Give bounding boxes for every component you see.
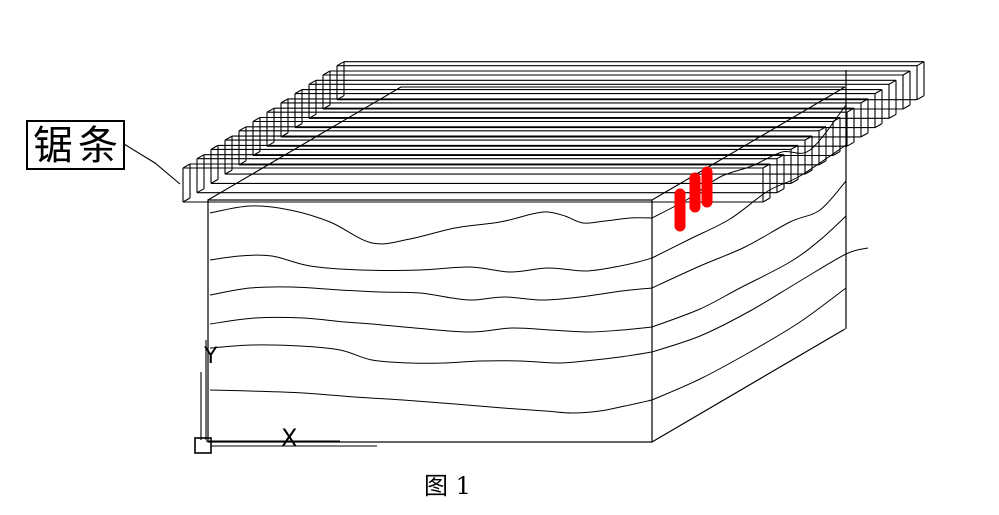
blade-left-cap-top <box>322 70 331 76</box>
stratum-front-line <box>209 286 653 301</box>
saw-blade-label: 锯条 <box>33 123 118 169</box>
saw-blade <box>238 126 827 166</box>
blade-right-cap-top <box>832 117 841 122</box>
blade-right-cap-bottom <box>790 178 799 184</box>
saw-blade-array <box>182 61 925 203</box>
blade-right-cap-bottom <box>874 123 883 129</box>
blade-right-cap-bottom <box>832 151 841 156</box>
blade-left-cap-top <box>224 135 233 141</box>
label-callout: 锯条 <box>26 120 181 185</box>
block-top-left-edge <box>207 86 402 201</box>
blade-right-cap-bottom <box>916 95 925 101</box>
blade-left-cap-top <box>266 107 275 113</box>
stratum-front-line <box>209 344 653 364</box>
saw-blade <box>308 79 897 119</box>
blade-right-cap-top <box>846 107 855 113</box>
saw-blade <box>280 98 869 138</box>
block-top-right-edge <box>651 86 846 201</box>
stratum-side-line <box>651 215 847 328</box>
ucs-origin-box <box>194 437 212 454</box>
blade-right-cap-bottom <box>762 197 771 203</box>
blade-left-cap-top <box>252 117 261 122</box>
blade-right-cap-bottom <box>804 169 813 175</box>
blade-left-cap-top <box>280 98 289 104</box>
x-axis-label: X <box>281 424 297 452</box>
strata-lines <box>209 104 869 414</box>
blade-left-cap-bottom <box>210 178 219 184</box>
blade-left-cap-bottom <box>182 197 191 203</box>
stratum-side-line <box>651 287 847 401</box>
blade-right-cap-bottom <box>818 160 827 166</box>
blade-right-cap-bottom <box>846 141 855 147</box>
blade-right-cap-top <box>818 126 827 132</box>
stratum-front-line <box>209 254 653 273</box>
figure-caption: 图 1 <box>424 472 471 500</box>
blade-left-cap-top <box>308 79 317 85</box>
blade-left-cap-top <box>210 144 219 150</box>
blade-right-cap-top <box>888 79 897 85</box>
stratum-side-line <box>651 247 869 353</box>
cut-marks <box>674 166 713 232</box>
saw-blade <box>182 163 771 203</box>
blade-right-cap-bottom <box>888 113 897 119</box>
stratum-side-line <box>651 104 847 219</box>
saw-blade <box>266 107 855 147</box>
blade-left-cap-bottom <box>224 169 233 175</box>
blade-right-cap-bottom <box>860 132 869 138</box>
block-front-face <box>207 199 653 443</box>
stone-block <box>207 70 847 443</box>
blade-right-cap-top <box>916 61 925 67</box>
y-axis-label: Y <box>203 344 218 369</box>
blade-right-cap-top <box>874 89 883 95</box>
block-bottom-right-edge <box>651 328 846 443</box>
blade-right-cap-top <box>776 154 785 160</box>
stratum-front-line <box>209 205 653 245</box>
stratum-front-line <box>209 389 653 414</box>
blade-right-cap-bottom <box>902 104 911 110</box>
blade-left-cap-top <box>336 61 345 67</box>
saw-blade <box>252 116 841 157</box>
blade-right-cap-top <box>902 70 911 76</box>
blade-right-cap-top <box>860 98 869 104</box>
blade-left-cap-bottom <box>196 188 205 194</box>
blade-right-cap-bottom <box>776 188 785 194</box>
blade-left-cap-top <box>294 89 303 95</box>
label-box <box>26 120 125 170</box>
blade-right-cap-top <box>804 135 813 141</box>
blade-left-cap-top <box>182 163 191 169</box>
blade-right-cap-top <box>762 163 771 169</box>
blade-right-cap-top <box>790 144 799 150</box>
saw-blade <box>196 154 785 194</box>
leader-line <box>123 143 181 185</box>
blade-left-cap-top <box>238 126 247 132</box>
stratum-side-line <box>651 180 847 289</box>
ucs-axis-icon <box>194 340 377 454</box>
stratum-front-line <box>209 316 653 333</box>
blade-left-cap-top <box>196 154 205 160</box>
